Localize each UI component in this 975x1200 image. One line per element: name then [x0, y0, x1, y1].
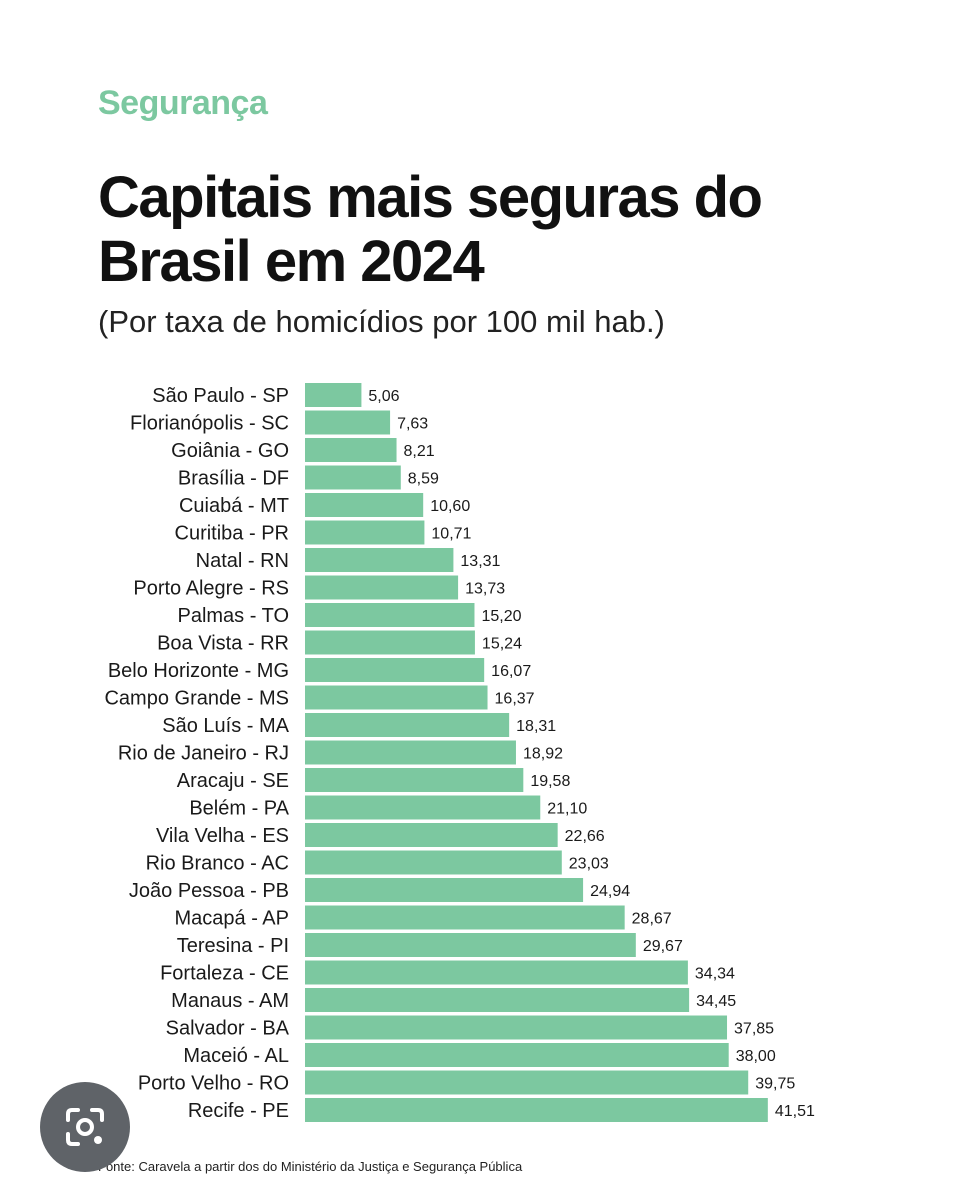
lens-search-button[interactable]	[40, 1082, 130, 1172]
category-label: Manaus - AM	[171, 990, 289, 1012]
bar	[305, 383, 362, 407]
bar	[305, 905, 625, 930]
bar	[305, 548, 454, 572]
bar	[305, 1070, 749, 1095]
bar	[305, 493, 424, 517]
category-label: Goiânia - GO	[171, 440, 289, 462]
value-label: 38,00	[736, 1048, 776, 1065]
section-kicker: Segurança	[98, 84, 268, 122]
category-label: Belo Horizonte - MG	[108, 660, 289, 682]
value-label: 19,58	[530, 773, 570, 790]
bar	[305, 850, 562, 875]
bar	[305, 713, 510, 737]
bar	[305, 1043, 729, 1067]
bar	[305, 933, 636, 957]
category-label: Teresina - PI	[177, 935, 289, 957]
value-label: 18,92	[523, 746, 563, 763]
bar	[305, 658, 485, 682]
category-label: Macapá - AP	[174, 908, 289, 930]
category-label: Vila Velha - ES	[156, 825, 289, 847]
category-label: Aracaju - SE	[177, 770, 289, 792]
category-label: Natal - RN	[196, 550, 289, 572]
value-label: 16,07	[491, 663, 531, 680]
page-subtitle: (Por taxa de homicídios por 100 mil hab.…	[98, 304, 665, 339]
bar	[305, 960, 688, 985]
bar	[305, 878, 584, 902]
bar	[305, 988, 690, 1012]
value-label: 29,67	[643, 938, 683, 955]
bar	[305, 823, 558, 847]
source-note: Fonte: Caravela a partir dos do Ministér…	[98, 1159, 523, 1174]
bar	[305, 603, 475, 627]
value-label: 10,71	[431, 526, 471, 543]
value-label: 10,60	[430, 498, 470, 515]
page-title: Capitais mais seguras do Brasil em 2024	[98, 165, 763, 294]
category-label: Cuiabá - MT	[179, 495, 289, 517]
value-label: 37,85	[734, 1021, 774, 1038]
category-label: São Luís - MA	[162, 715, 289, 737]
category-label: Porto Alegre - RS	[133, 578, 289, 600]
bar	[305, 630, 475, 655]
category-label: Fortaleza - CE	[160, 963, 289, 985]
bar	[305, 438, 397, 462]
category-label: João Pessoa - PB	[129, 880, 289, 902]
value-label: 7,63	[397, 416, 428, 433]
value-label: 8,21	[404, 443, 435, 460]
category-label: Rio Branco - AC	[146, 853, 289, 875]
bar	[305, 465, 401, 490]
lens-camera-icon	[66, 1108, 104, 1146]
value-label: 16,37	[495, 691, 535, 708]
category-label: Belém - PA	[189, 798, 289, 820]
category-label: Boa Vista - RR	[157, 633, 289, 655]
category-label: Brasília - DF	[178, 468, 289, 490]
value-label: 22,66	[565, 828, 605, 845]
category-label: Florianópolis - SC	[130, 413, 289, 435]
category-label: Campo Grande - MS	[104, 688, 289, 710]
category-label: Salvador - BA	[166, 1018, 290, 1040]
bar	[305, 1015, 728, 1040]
value-label: 39,75	[755, 1076, 795, 1093]
value-label: 18,31	[516, 718, 556, 735]
bar	[305, 795, 541, 820]
value-label: 34,45	[696, 993, 736, 1010]
value-label: 21,10	[547, 801, 587, 818]
category-label: Curitiba - PR	[175, 523, 289, 545]
value-label: 24,94	[590, 883, 630, 900]
category-label: Porto Velho - RO	[138, 1073, 289, 1095]
value-label: 28,67	[632, 911, 672, 928]
category-label: Recife - PE	[188, 1100, 289, 1122]
value-label: 13,73	[465, 581, 505, 598]
bar	[305, 1098, 768, 1122]
value-label: 34,34	[695, 966, 735, 983]
bar-chart: São Paulo - SP 5,06 Florianópolis - SC 7,63…	[104, 383, 815, 1122]
bar	[305, 410, 391, 435]
value-label: 8,59	[408, 471, 439, 488]
value-label: 15,20	[481, 608, 521, 625]
category-label: Palmas - TO	[177, 605, 289, 627]
value-label: 23,03	[569, 856, 609, 873]
bar	[305, 768, 524, 792]
value-label: 5,06	[368, 388, 399, 405]
value-label: 13,31	[460, 553, 500, 570]
bar	[305, 575, 459, 600]
bar	[305, 520, 425, 545]
category-label: São Paulo - SP	[152, 385, 289, 407]
category-label: Maceió - AL	[183, 1045, 289, 1067]
bar	[305, 740, 516, 765]
category-label: Rio de Janeiro - RJ	[118, 743, 289, 765]
value-label: 15,24	[482, 636, 522, 653]
value-label: 41,51	[775, 1103, 815, 1120]
bar	[305, 685, 488, 710]
